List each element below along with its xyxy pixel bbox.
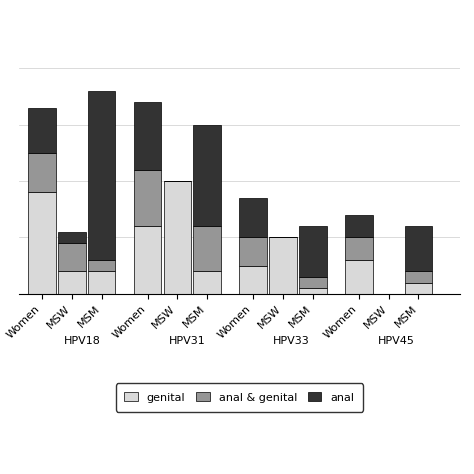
Bar — [405, 226, 432, 271]
Bar — [58, 232, 85, 243]
Bar — [28, 108, 56, 153]
Bar — [193, 271, 221, 294]
Bar — [88, 91, 115, 260]
Bar — [269, 237, 297, 294]
Bar — [345, 237, 373, 260]
Bar — [239, 198, 267, 237]
Bar — [58, 243, 85, 271]
Bar — [164, 181, 191, 294]
Bar — [239, 265, 267, 294]
Bar — [405, 271, 432, 283]
Legend: genital, anal & genital, anal: genital, anal & genital, anal — [116, 383, 363, 411]
Bar — [134, 226, 161, 294]
Bar — [134, 170, 161, 226]
Bar — [193, 226, 221, 271]
Bar — [299, 277, 327, 288]
Bar — [88, 260, 115, 271]
Bar — [299, 226, 327, 277]
Bar — [28, 153, 56, 192]
Bar — [405, 283, 432, 294]
Bar — [299, 288, 327, 294]
Bar — [239, 237, 267, 265]
Bar — [28, 192, 56, 294]
Bar — [345, 260, 373, 294]
Bar — [134, 102, 161, 170]
Bar — [88, 271, 115, 294]
Bar — [193, 125, 221, 226]
Bar — [58, 271, 85, 294]
Bar — [345, 215, 373, 237]
